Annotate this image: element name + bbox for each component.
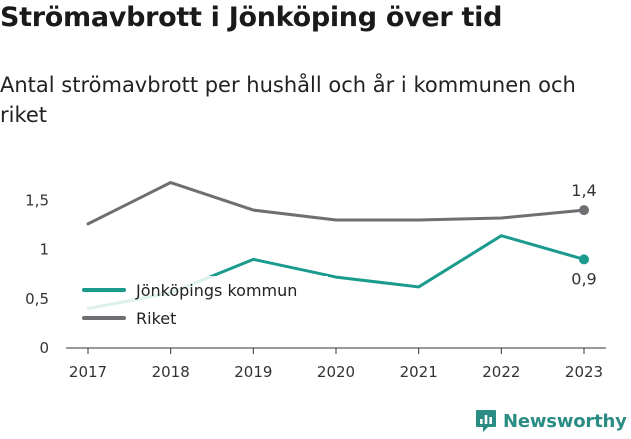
end-labels: 0,9 1,4 — [571, 181, 596, 288]
series-end-point-riket — [579, 205, 589, 216]
x-tick-label: 2017 — [69, 363, 107, 381]
y-tick-label: 1 — [39, 241, 49, 259]
legend: Jönköpings kommun Riket — [76, 276, 328, 330]
y-tick-label: 0,5 — [25, 290, 49, 308]
x-axis: 2017 2018 2019 2020 2021 2022 2023 — [66, 347, 606, 381]
x-tick-label: 2023 — [565, 363, 603, 381]
series-line-riket — [86, 181, 586, 226]
end-value-label: 1,4 — [571, 181, 596, 200]
newsworthy-logo-icon — [476, 410, 496, 432]
newsworthy-logo-text: Newsworthy — [503, 410, 627, 432]
x-tick-label: 2022 — [482, 363, 520, 381]
newsworthy-logo: Newsworthy — [475, 406, 627, 436]
y-axis: 0 0,5 1 1,5 — [25, 191, 49, 357]
x-tick-label: 2018 — [152, 363, 190, 381]
line-chart: 0 0,5 1 1,5 2017 2018 2019 2020 2021 2022 2023 Jö… — [25, 181, 606, 381]
x-tick-label: 2020 — [317, 363, 355, 381]
y-tick-label: 0 — [39, 339, 49, 357]
series-end-point-jonkopings-kommun — [579, 254, 589, 265]
end-value-label: 0,9 — [571, 269, 596, 288]
chart-subtitle: Antal strömavbrott per hushåll och år i … — [0, 73, 576, 127]
legend-label: Jönköpings kommun — [135, 281, 297, 300]
legend-background — [76, 276, 328, 330]
x-tick-label: 2019 — [234, 363, 272, 381]
legend-label: Riket — [136, 309, 176, 328]
chart-title: Strömavbrott i Jönköping över tid — [0, 2, 503, 33]
y-tick-label: 1,5 — [25, 191, 49, 209]
x-tick-label: 2021 — [400, 363, 438, 381]
